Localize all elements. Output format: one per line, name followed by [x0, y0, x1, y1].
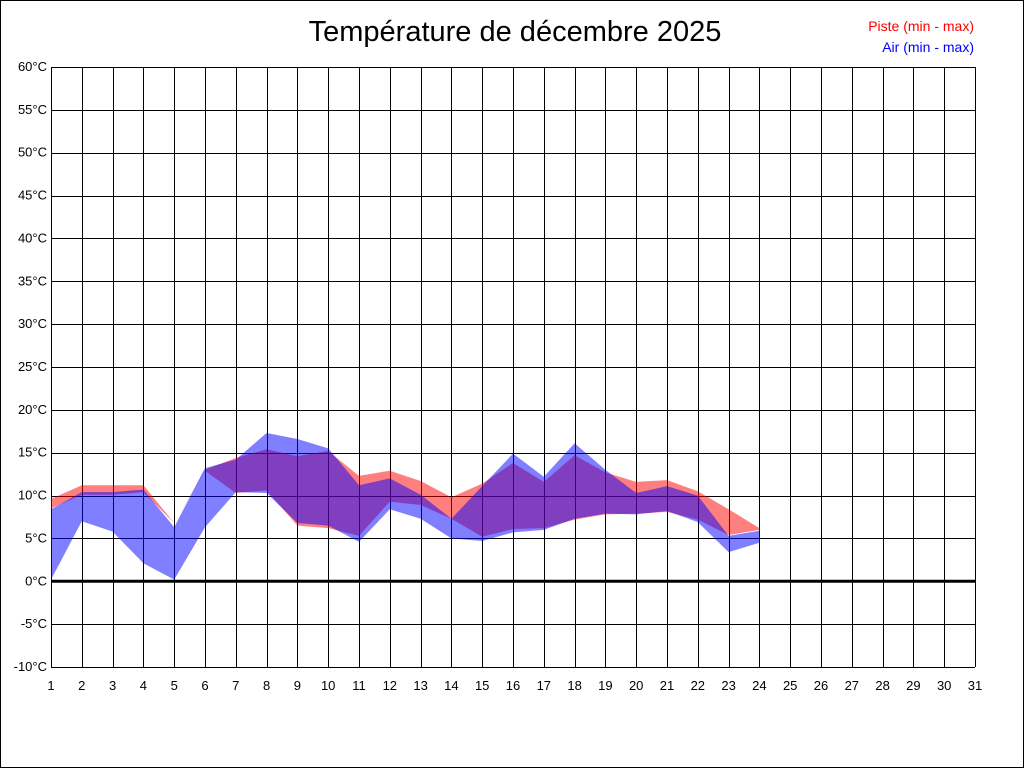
x-tick-label: 16: [506, 678, 520, 693]
x-tick-label: 15: [475, 678, 489, 693]
x-tick-label: 17: [537, 678, 551, 693]
x-tick-label: 11: [352, 678, 366, 693]
y-tick-label: 30°C: [18, 316, 47, 331]
legend: Piste (min - max) Air (min - max): [868, 16, 974, 58]
x-tick-label: 27: [845, 678, 859, 693]
y-tick-label: 20°C: [18, 402, 47, 417]
y-tick-label: 35°C: [18, 273, 47, 288]
legend-entry-air: Air (min - max): [882, 39, 974, 55]
y-tick-label: 15°C: [18, 445, 47, 460]
x-tick-label: 20: [629, 678, 643, 693]
x-tick-label: 26: [814, 678, 828, 693]
x-tick-label: 29: [906, 678, 920, 693]
x-tick-label: 28: [875, 678, 889, 693]
chart-title: Température de décembre 2025: [308, 16, 722, 48]
x-tick-label: 7: [232, 678, 239, 693]
y-tick-label: 50°C: [18, 145, 47, 160]
series-band-air: [51, 433, 760, 580]
x-tick-label: 31: [968, 678, 982, 693]
x-tick-label: 10: [321, 678, 335, 693]
x-tick-label: 9: [294, 678, 301, 693]
y-tick-label: 10°C: [18, 488, 47, 503]
x-tick-label: 4: [140, 678, 147, 693]
x-tick-label: 14: [444, 678, 458, 693]
y-tick-label: -5°C: [21, 616, 47, 631]
x-tick-label: 23: [721, 678, 735, 693]
x-tick-label: 8: [263, 678, 270, 693]
y-tick-label: 55°C: [18, 102, 47, 117]
y-tick-label: -10°C: [14, 659, 47, 674]
y-tick-label: 25°C: [18, 359, 47, 374]
y-tick-label: 45°C: [18, 188, 47, 203]
y-tick-label: 0°C: [25, 573, 47, 588]
x-tick-label: 30: [937, 678, 951, 693]
x-tick-label: 12: [383, 678, 397, 693]
x-tick-label: 5: [171, 678, 178, 693]
legend-entry-piste: Piste (min - max): [868, 18, 974, 34]
x-tick-label: 13: [413, 678, 427, 693]
x-tick-label: 21: [660, 678, 674, 693]
x-tick-label: 3: [109, 678, 116, 693]
x-tick-label: 2: [78, 678, 85, 693]
x-tick-label: 22: [691, 678, 705, 693]
x-tick-label: 24: [752, 678, 766, 693]
x-tick-label: 25: [783, 678, 797, 693]
y-tick-label: 60°C: [18, 59, 47, 74]
x-tick-label: 19: [598, 678, 612, 693]
x-tick-label: 6: [201, 678, 208, 693]
x-tick-label: 1: [47, 678, 54, 693]
x-tick-label: 18: [567, 678, 581, 693]
y-tick-label: 40°C: [18, 230, 47, 245]
y-tick-label: 5°C: [25, 530, 47, 545]
